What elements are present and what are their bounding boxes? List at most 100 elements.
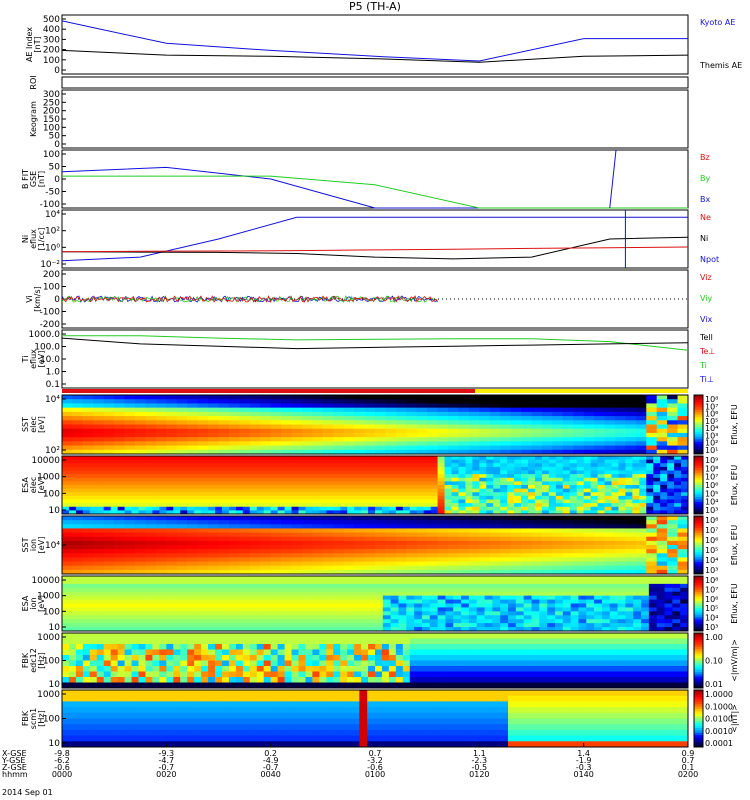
spectrogram-cell (89, 666, 98, 672)
spectrogram-cell (171, 595, 180, 600)
spectrogram-cell (515, 623, 525, 628)
spectrogram-cell (166, 488, 174, 493)
spectrogram-cell (500, 579, 509, 585)
spectrogram-cell (390, 583, 399, 589)
spectrogram-cell (617, 603, 626, 608)
spectrogram-cell (468, 428, 480, 434)
spectrogram-cell (301, 561, 313, 567)
spectrogram-cell (395, 549, 407, 554)
spectrogram-cell (72, 569, 84, 575)
spectrogram-cell (656, 428, 668, 434)
spectrogram-cell (646, 432, 658, 438)
spectrogram-cell (145, 474, 153, 479)
spectrogram-cell (364, 445, 376, 451)
spectrogram-cell (465, 649, 473, 656)
spectrogram-cell (562, 492, 571, 497)
spectrogram-cell (646, 456, 654, 461)
spectrogram-cell (301, 428, 313, 434)
spectrogram-cell (633, 583, 642, 589)
spectrogram-cell (667, 395, 678, 400)
spectrogram-cell (208, 495, 216, 500)
spectrogram-cell (444, 677, 452, 683)
spectrogram-cell (93, 524, 105, 529)
spectrogram-cell (124, 411, 136, 417)
spectrogram-cell (492, 579, 501, 585)
spectrogram-cell (201, 644, 209, 650)
spectrogram-cell (625, 536, 637, 542)
spectrogram-cell (368, 474, 376, 479)
spectrogram-cell (354, 540, 365, 546)
spectrogram-cell (291, 488, 299, 493)
spectrogram-cell (228, 565, 240, 571)
spectrogram-cell (93, 591, 102, 597)
spectrogram-cell (89, 677, 98, 683)
spectrogram-cell (82, 403, 94, 409)
spectrogram-cell (96, 470, 105, 475)
spectrogram-cell (239, 553, 251, 558)
spectrogram-cell (62, 603, 71, 608)
spectrogram-cell (82, 655, 91, 661)
spectrogram-cell (510, 420, 522, 425)
spectrogram-cell (312, 682, 320, 689)
spectrogram-cell (664, 579, 673, 585)
spectrogram-cell (270, 492, 279, 497)
spectrogram-cell (576, 677, 585, 683)
spectrogram-cell (354, 459, 362, 464)
spectrogram-cell (521, 660, 529, 667)
spectrogram-cell (573, 432, 585, 438)
spectrogram-cell (552, 528, 564, 533)
spectrogram-cell (152, 463, 160, 468)
spectrogram-cell (72, 557, 84, 562)
spectrogram-cell (263, 510, 272, 515)
spectrogram-cell (166, 633, 174, 639)
spectrogram-cell (241, 611, 251, 616)
spectrogram-cell (646, 445, 658, 451)
spectrogram-cell (288, 583, 298, 589)
spectrogram-cell (461, 619, 470, 624)
spectrogram-cell (197, 540, 209, 546)
spectrogram-cell (145, 545, 157, 550)
spectrogram-cell (646, 441, 658, 446)
spectrogram-cell (256, 671, 265, 678)
spectrogram-cell (578, 587, 587, 593)
spectrogram-cell (531, 549, 543, 554)
spectrogram-cell (117, 638, 125, 645)
spectrogram-cell (116, 587, 125, 593)
spectrogram-cell (364, 553, 376, 558)
spectrogram-cell (562, 576, 572, 581)
spectrogram-cell (335, 603, 345, 608)
spectrogram-cell (653, 503, 661, 508)
spectrogram-cell (305, 488, 313, 493)
spectrogram-cell (131, 682, 139, 689)
spectrogram-cell (531, 627, 540, 632)
spectrogram-cell (539, 623, 548, 628)
spectrogram-cell (646, 463, 654, 468)
spectrogram-cell (437, 655, 445, 661)
spectrogram-cell (265, 595, 274, 600)
spectrogram-cell (458, 644, 466, 650)
spectrogram-cell (664, 599, 673, 604)
spectrogram-cell (507, 470, 515, 475)
spectrogram-cell (614, 399, 626, 404)
spectrogram-cell (354, 416, 365, 421)
spectrogram-cell (514, 503, 522, 508)
spectrogram-cell (514, 488, 522, 493)
spectrogram-cell (667, 569, 678, 575)
spectrogram-cell (239, 569, 251, 575)
spectrogram-cell (249, 583, 259, 589)
spectrogram-cell (75, 488, 84, 493)
spectrogram-cell (320, 607, 329, 612)
spectrogram-cell (578, 623, 587, 628)
spectrogram-cell (322, 428, 334, 434)
spectrogram-cell (208, 407, 219, 413)
spectrogram-cell (451, 666, 459, 672)
spectrogram-cell (85, 587, 94, 593)
spectrogram-cell (249, 557, 261, 562)
spectrogram-cell (486, 655, 494, 661)
spectrogram-cell (604, 477, 612, 482)
spectrogram-cell (681, 495, 689, 500)
spectrogram-cell (176, 565, 188, 571)
spectrogram-cell (625, 424, 637, 430)
spectrogram-cell (406, 619, 415, 624)
spectrogram-cell (514, 459, 522, 464)
